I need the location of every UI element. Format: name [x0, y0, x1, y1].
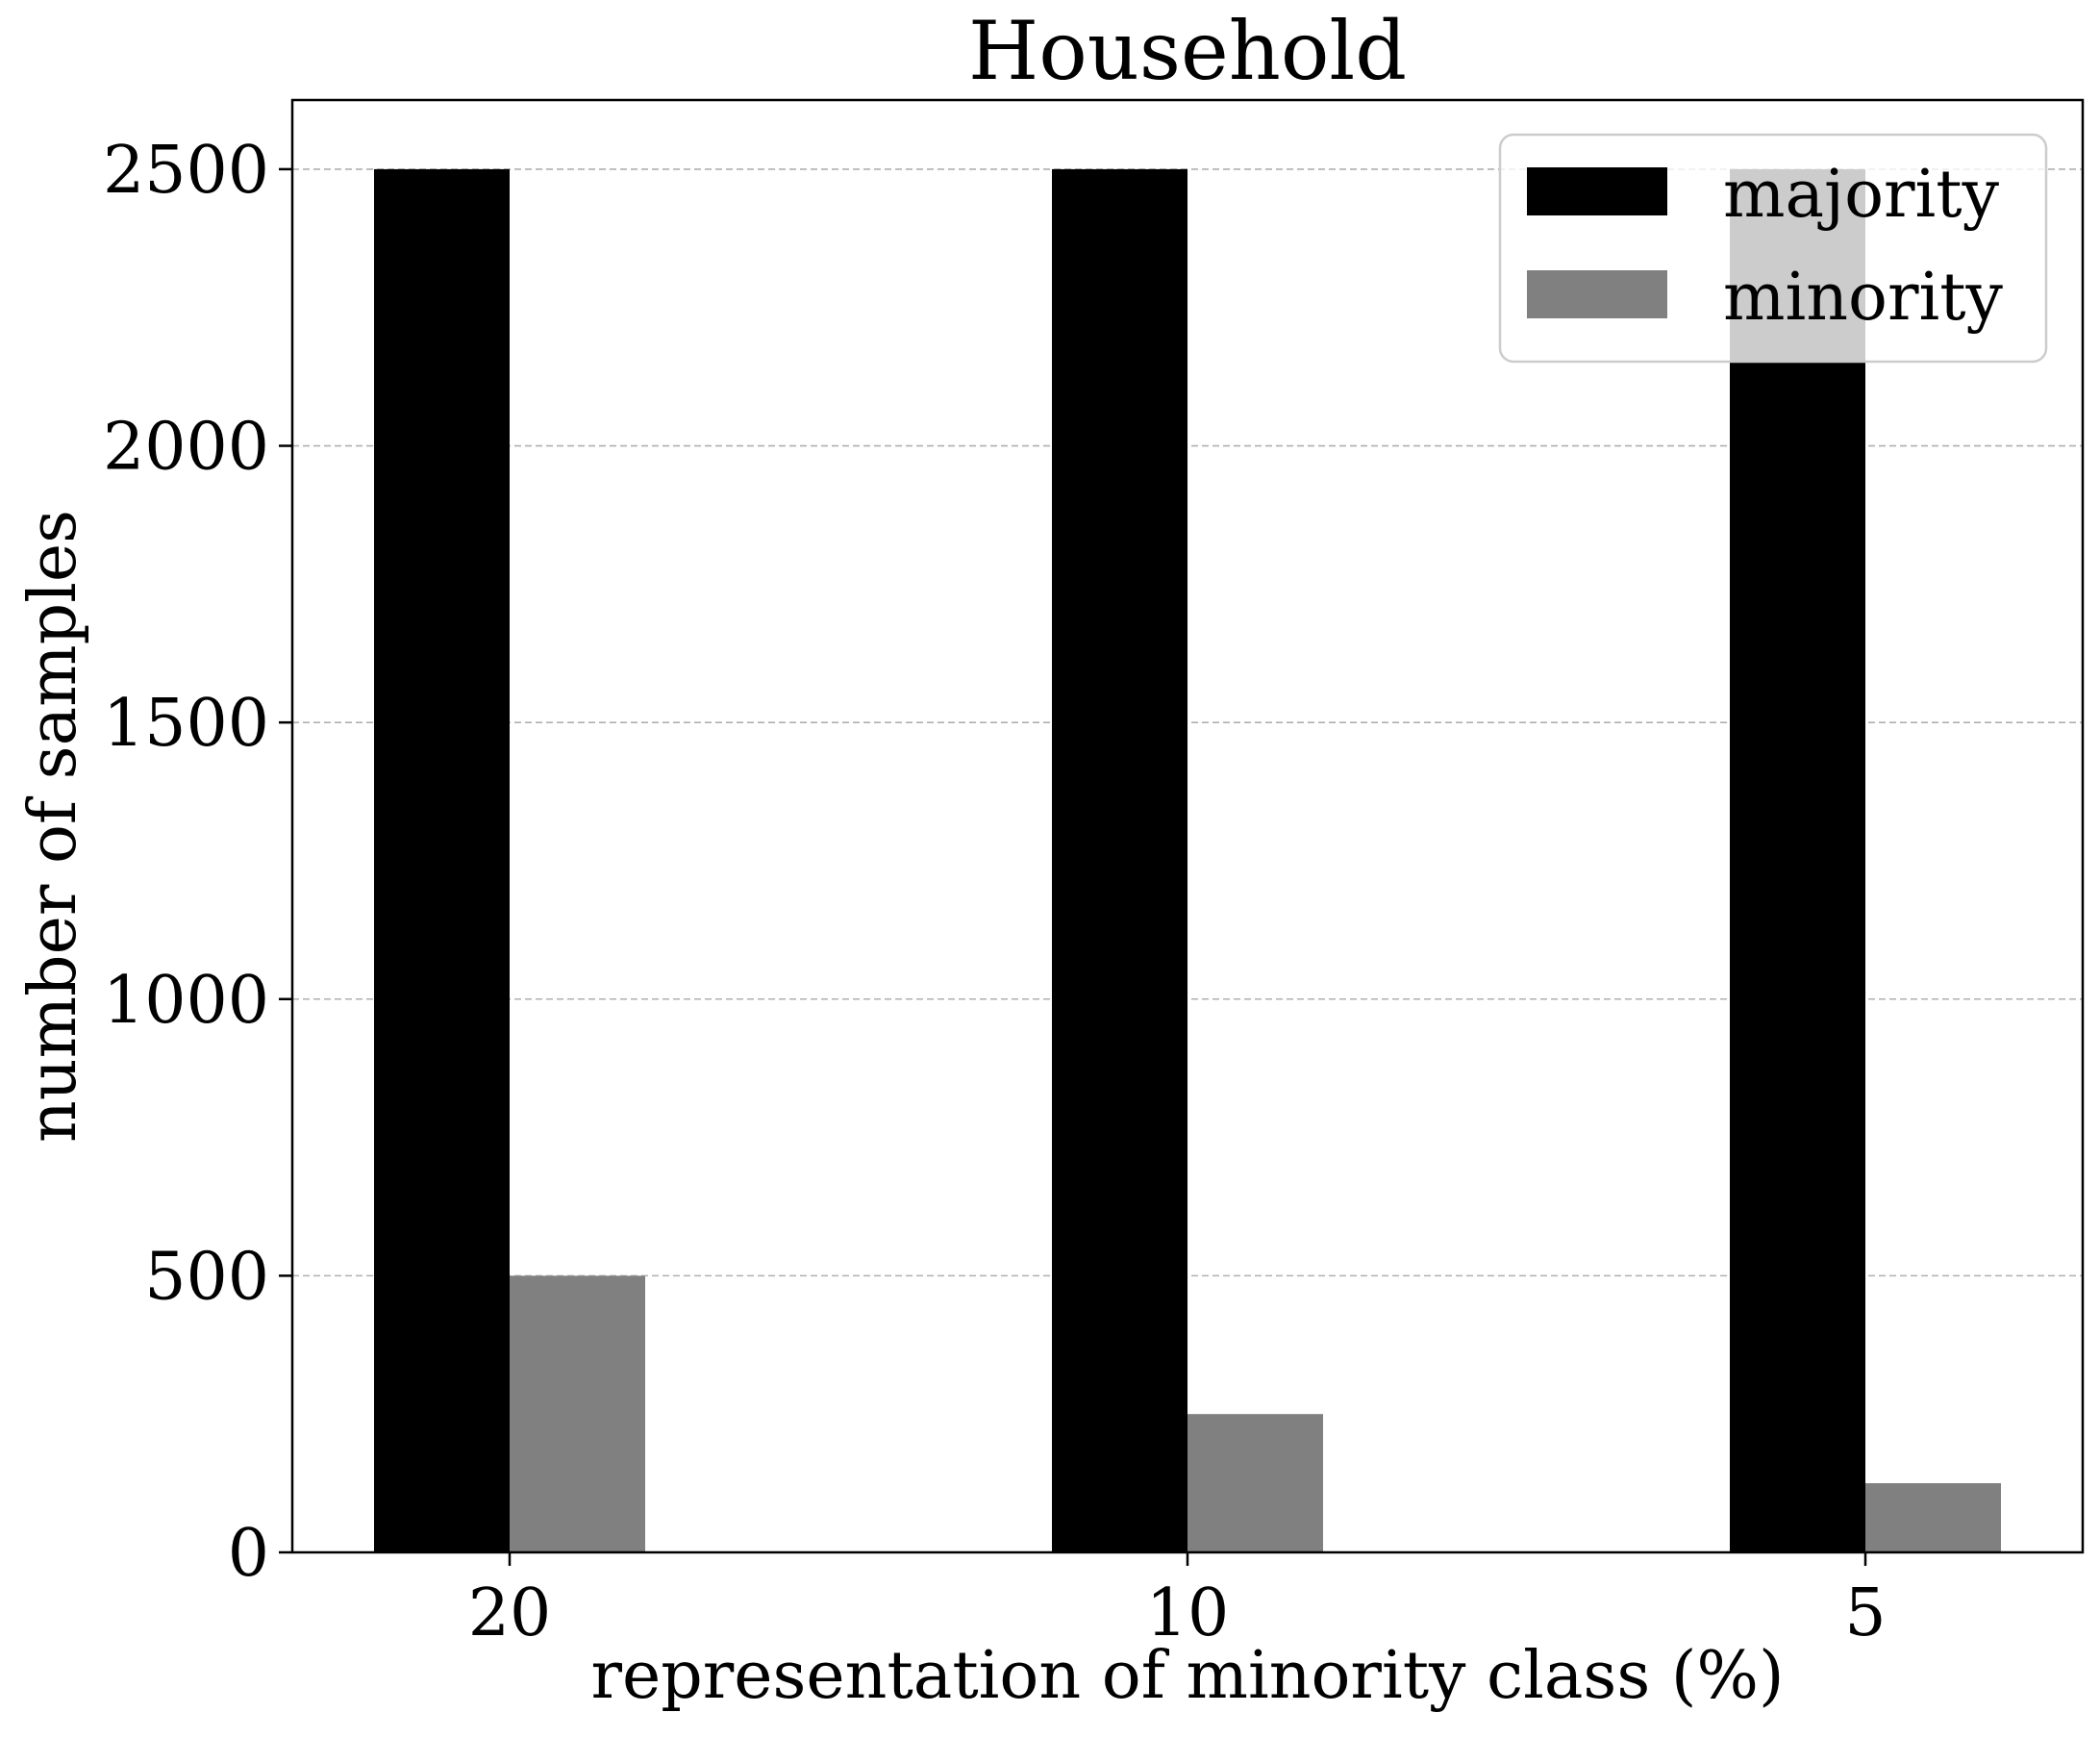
y-tick-label-1000: 1000	[103, 963, 269, 1039]
y-tick-label-500: 500	[144, 1239, 269, 1315]
x-ticks: 20 10 5	[468, 1552, 1887, 1651]
y-tick-label-1500: 1500	[103, 686, 269, 762]
y-ticks: 0 500 1000 1500 2000 2500	[103, 133, 292, 1592]
x-tick-label-5: 5	[1844, 1575, 1886, 1651]
y-tick-label-0: 0	[228, 1516, 269, 1592]
bar-minority-20	[510, 1275, 645, 1552]
legend-swatch-majority	[1527, 167, 1667, 215]
bar-majority-10	[1052, 168, 1188, 1552]
x-tick-label-20: 20	[468, 1575, 552, 1651]
legend: majority minority	[1498, 133, 2048, 364]
bars	[374, 168, 2001, 1552]
legend-label-majority: majority	[1723, 157, 2000, 233]
bar-minority-5	[1865, 1483, 2001, 1552]
y-tick-label-2000: 2000	[103, 410, 269, 486]
bar-minority-10	[1188, 1414, 1323, 1552]
legend-label-minority: minority	[1723, 260, 2004, 336]
bar-majority-5	[1730, 168, 1865, 1552]
legend-swatch-minority	[1527, 270, 1667, 318]
x-tick-label-10: 10	[1146, 1575, 1230, 1651]
x-axis-label: representation of minority class (%)	[591, 1638, 1785, 1714]
chart-title: Household	[968, 4, 1407, 98]
bar-majority-20	[374, 168, 510, 1552]
y-tick-label-2500: 2500	[103, 133, 269, 209]
y-axis-label: number of samples	[15, 510, 91, 1143]
